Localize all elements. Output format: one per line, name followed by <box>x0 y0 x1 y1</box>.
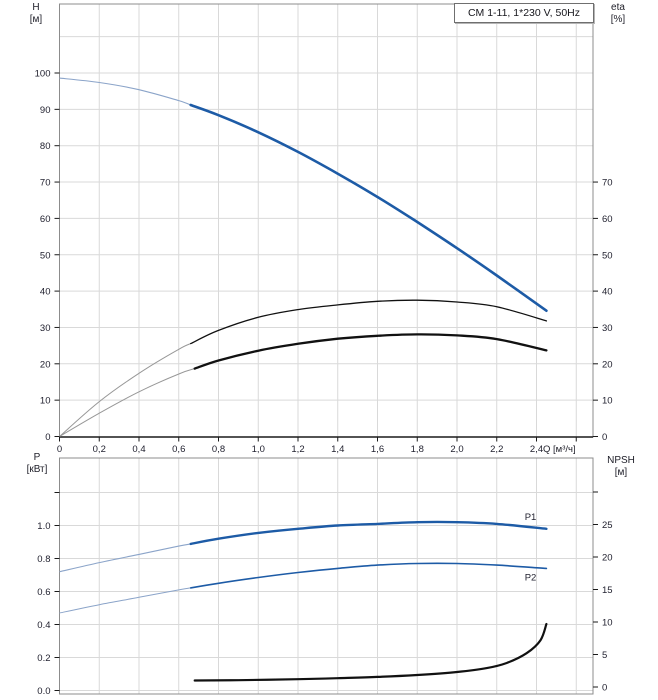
pq-ticks <box>54 491 598 691</box>
pq-chart: P1 P2 0.0 0.2 0.4 0.6 0.8 1.0 0 5 10 15 20 25 <box>37 457 613 697</box>
pq-right-tick-label: 25 <box>602 520 613 531</box>
p1-power-curve-thin <box>59 543 191 573</box>
hq-left-tick-label: 40 <box>40 287 51 298</box>
hq-right-tick-label: 50 <box>602 250 613 261</box>
pq-left-tick-label: 0.6 <box>37 587 50 598</box>
hq-x-tick-label: 2,0 <box>450 444 463 455</box>
hq-chart: 0 10 20 30 40 50 60 70 80 90 100 0 10 20 30 40 50 60 70 0 0,… <box>35 3 613 456</box>
npsh-axis-unit: [м] <box>614 467 628 478</box>
eta-pump-curve-thin <box>59 343 191 437</box>
pq-left-tick-label: 0.4 <box>37 620 50 631</box>
head-curve <box>189 103 548 312</box>
pq-left-tick-label: 0.8 <box>37 554 50 565</box>
eta-axis-label: eta [%] <box>600 2 636 26</box>
hq-left-tick-label: 10 <box>40 396 51 407</box>
hq-left-tick-label: 80 <box>40 141 51 152</box>
p2-power-curve <box>189 562 548 589</box>
pq-left-tick-label: 0.2 <box>37 653 50 664</box>
hq-right-tick-label: 0 <box>602 432 607 443</box>
hq-right-tick-label: 40 <box>602 287 613 298</box>
eta-axis-name: eta <box>611 2 625 13</box>
hq-right-tick-label: 20 <box>602 359 613 370</box>
h-axis-label: H [м] <box>20 2 52 26</box>
h-axis-name: H <box>32 2 40 13</box>
hq-x-tick-label: 0 <box>57 444 62 455</box>
pq-right-tick-label: 15 <box>602 585 613 596</box>
p-axis-name: P <box>33 452 41 463</box>
hq-left-tick-label: 50 <box>40 250 51 261</box>
hq-tick-labels: 0 10 20 30 40 50 60 70 80 90 100 0 10 20 30 40 50 60 70 0 0,… <box>35 69 613 456</box>
hq-left-tick-label: 30 <box>40 323 51 334</box>
pq-curves <box>59 520 548 682</box>
hq-left-tick-label: 0 <box>45 432 50 443</box>
hq-x-tick-label: 0,4 <box>132 444 145 455</box>
hq-left-tick-label: 20 <box>40 359 51 370</box>
hq-left-tick-label: 90 <box>40 105 51 116</box>
p2-power-curve-label: P2 <box>525 572 537 583</box>
p-axis-label: P [кВт] <box>20 452 54 476</box>
eta-pump-motor-curve <box>193 333 548 370</box>
hq-x-tick-label: 1,8 <box>411 444 424 455</box>
hq-x-tick-label: 0,2 <box>93 444 106 455</box>
pq-left-tick-label: 0.0 <box>37 686 50 697</box>
pq-gridlines <box>59 458 593 694</box>
h-axis-unit: [м] <box>29 14 43 25</box>
hq-gridlines <box>59 4 593 437</box>
pq-right-tick-label: 0 <box>602 683 607 694</box>
p1-power-curve <box>189 520 548 546</box>
hq-plot-frame <box>59 3 594 438</box>
pq-tick-labels: 0.0 0.2 0.4 0.6 0.8 1.0 0 5 10 15 20 25 <box>37 520 612 697</box>
p-axis-unit: [кВт] <box>26 464 48 475</box>
p1-power-curve-label: P1 <box>525 512 537 523</box>
hq-x-tick-label: 2,2 <box>490 444 503 455</box>
hq-right-tick-label: 60 <box>602 214 613 225</box>
npsh-axis-label: NPSH [м] <box>596 455 646 479</box>
pq-right-tick-label: 20 <box>602 553 613 564</box>
hq-x-tick-label: 0,8 <box>212 444 225 455</box>
hq-left-tick-label: 70 <box>40 178 51 189</box>
q-axis-unit-label: Q [м³/ч] <box>543 444 576 455</box>
npsh-curve <box>193 622 548 682</box>
hq-x-tick-label: 1,0 <box>252 444 265 455</box>
pump-model-title-box: CM 1-11, 1*230 V, 50Hz <box>454 3 594 23</box>
pq-right-tick-label: 5 <box>602 650 607 661</box>
hq-right-tick-label: 10 <box>602 396 613 407</box>
hq-left-tick-label: 60 <box>40 214 51 225</box>
npsh-axis-name: NPSH <box>607 455 635 466</box>
hq-ticks <box>54 72 598 442</box>
pq-right-tick-label: 10 <box>602 618 613 629</box>
head-curve-thin <box>59 77 191 106</box>
hq-left-tick-label: 100 <box>35 69 51 80</box>
pq-left-tick-label: 1.0 <box>37 521 50 532</box>
hq-right-tick-label: 30 <box>602 323 613 334</box>
hq-x-tick-label: 1,6 <box>371 444 384 455</box>
p2-power-curve-thin <box>59 587 191 614</box>
hq-curves <box>59 77 548 437</box>
hq-x-tick-label: 0,6 <box>172 444 185 455</box>
hq-x-tick-label: 1,4 <box>331 444 344 455</box>
pq-plot-frame <box>59 457 594 695</box>
eta-pump-curve <box>190 299 548 345</box>
hq-x-tick-label: 2,4 <box>530 444 543 455</box>
eta-pump-motor-curve-thin <box>59 368 195 437</box>
hq-x-tick-label: 1,2 <box>291 444 304 455</box>
hq-right-tick-label: 70 <box>602 178 613 189</box>
eta-axis-unit: [%] <box>610 14 626 25</box>
